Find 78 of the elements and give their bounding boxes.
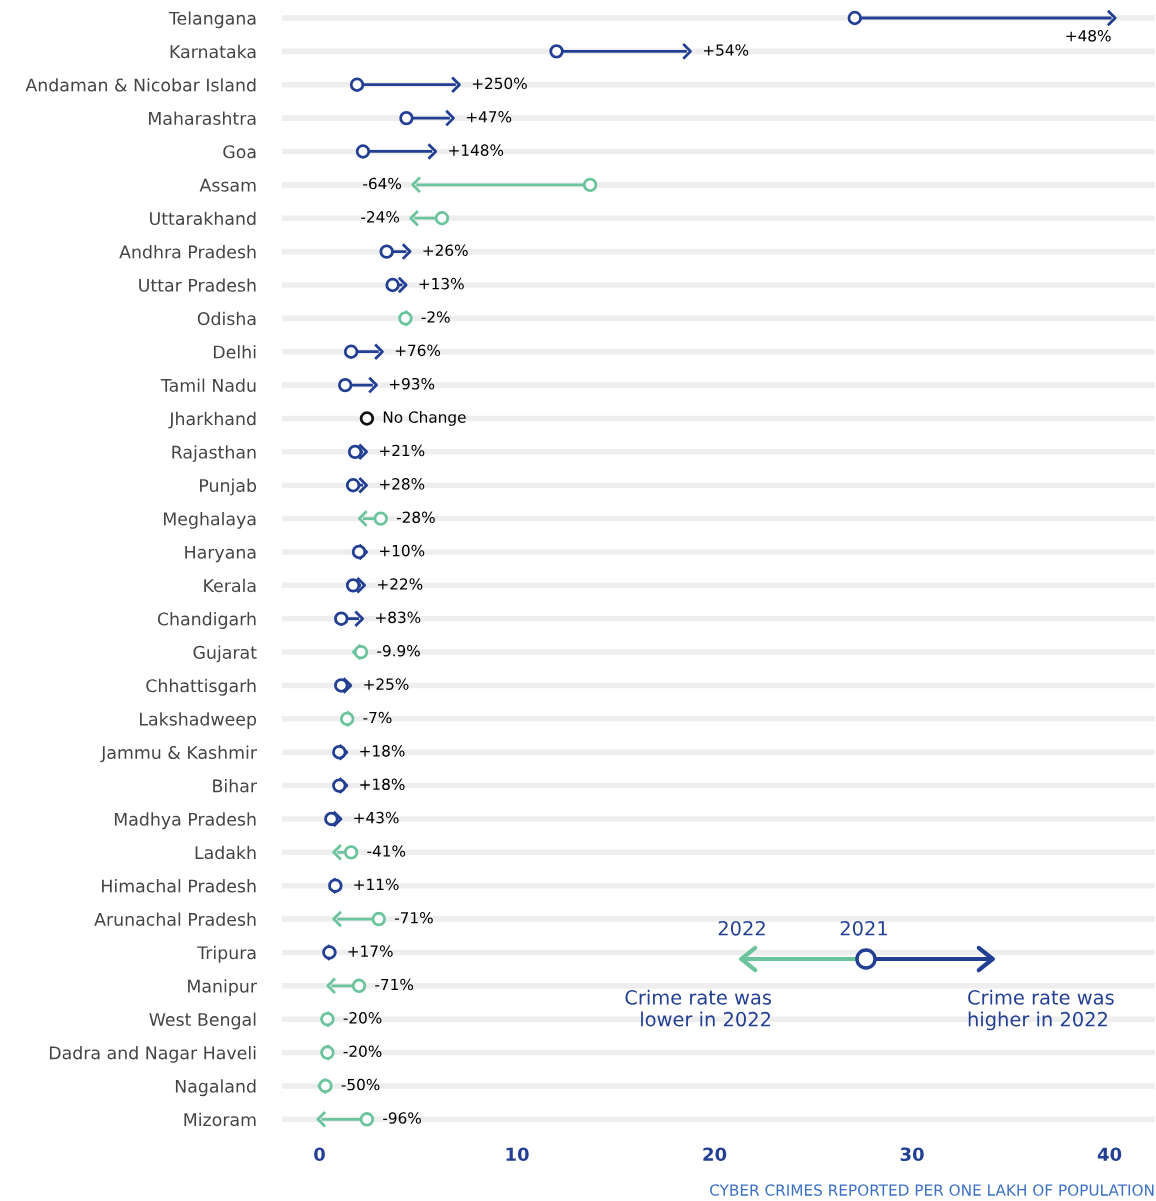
x-tick-label: 10 [506,1147,529,1162]
y-tick-label: Nagaland [175,1079,256,1097]
y-tick-label: Tamil Nadu [160,378,256,392]
y-tick-label: Uttarakhand [150,211,256,226]
annotation: +76% [395,344,441,357]
y-tick-label: Jammu & Kashmir [100,745,257,763]
y-tick-label: Dadra and Nagar Haveli [49,1045,256,1063]
annotation: +18% [360,778,405,791]
annotation: +54% [703,44,749,56]
annotation: Crime rate was lower in 2022 [625,989,772,1027]
annotation: +13% [419,277,464,290]
y-tick-label: Mizoram [184,1112,256,1127]
annotation: -2% [421,311,450,323]
text: 2022 [718,920,765,936]
y-tick-label: Chandigarh [157,612,256,629]
annotation: -50% [341,1078,380,1091]
x-tick-label: 30 [900,1147,924,1162]
annotation: +48% [1066,29,1111,42]
y-tick-label: Andhra Pradesh [119,245,256,259]
y-tick-label: Manipur [188,979,257,997]
annotation: -71% [394,911,433,924]
y-tick-label: Uttar Pradesh [139,278,256,292]
annotation: -96% [383,1112,421,1124]
annotation: +26% [423,244,468,257]
annotation: -64% [363,177,402,190]
annotation: +22% [378,578,423,590]
annotation: +148% [449,144,504,156]
y-tick-label: Karnataka [170,44,256,59]
y-tick-label: Lakshadweep [140,712,257,730]
x-tick-label: 20 [703,1147,727,1162]
annotation: +93% [389,377,435,390]
x-tick-label: 0 [314,1147,325,1162]
y-tick-label: Haryana [185,545,256,563]
y-tick-label: Maharashtra [149,111,256,125]
annotation: +18% [360,745,405,757]
annotation: -20% [343,1045,382,1057]
y-tick-label: Delhi [214,345,256,359]
x-tick-label: 40 [1097,1147,1122,1162]
y-tick-label: Meghalaya [164,511,256,529]
annotation: Crime rate was higher in 2022 [968,989,1114,1031]
y-tick-label: Punjab [200,478,257,496]
y-tick-label: Gujarat [193,645,257,663]
y-tick-label: Andaman & Nicobar Island [25,78,256,92]
annotation: -9.9% [377,644,420,657]
annotation: +47% [466,110,512,123]
annotation: +21% [380,444,425,457]
annotation: +28% [380,478,425,490]
y-tick-label: Kerala [204,578,256,593]
annotation: +10% [380,544,425,557]
annotation: -28% [396,511,435,524]
y-tick-label: Telangana [168,11,256,29]
y-tick-label: Chhattisgarh [146,678,256,696]
annotation: +11% [354,878,399,891]
annotation: +17% [348,945,393,957]
y-tick-label: Madhya Pradesh [114,812,256,830]
y-tick-label: Jharkhand [168,411,256,429]
x-axis-title: CYBER CRIMES REPORTED PER ONE LAKH OF POPULATION [710,1184,1154,1196]
annotation: No Change [383,411,466,426]
y-tick-label: Bihar [213,778,257,793]
y-tick-label: Tripura [197,945,256,963]
y-tick-label: Odisha [197,311,256,326]
annotation: -24% [361,211,400,223]
y-tick-label: West Bengal [149,1012,256,1030]
annotation: +25% [364,678,409,690]
y-tick-label: Himachal Pradesh [102,879,256,893]
annotation: -20% [343,1012,382,1024]
y-tick-label: Ladakh [195,845,256,860]
annotation: -7% [363,711,392,724]
y-tick-label: Rajasthan [172,445,256,463]
y-tick-label: Assam [199,178,256,192]
annotation: -71% [375,978,414,991]
text: 2021 [840,920,887,936]
annotation: -41% [367,845,406,857]
y-tick-label: Arunachal Pradesh [94,912,256,926]
y-tick-label: Goa [223,145,256,159]
annotation: +43% [354,811,399,824]
annotation: +83% [376,611,421,624]
annotation: +250% [472,77,527,90]
